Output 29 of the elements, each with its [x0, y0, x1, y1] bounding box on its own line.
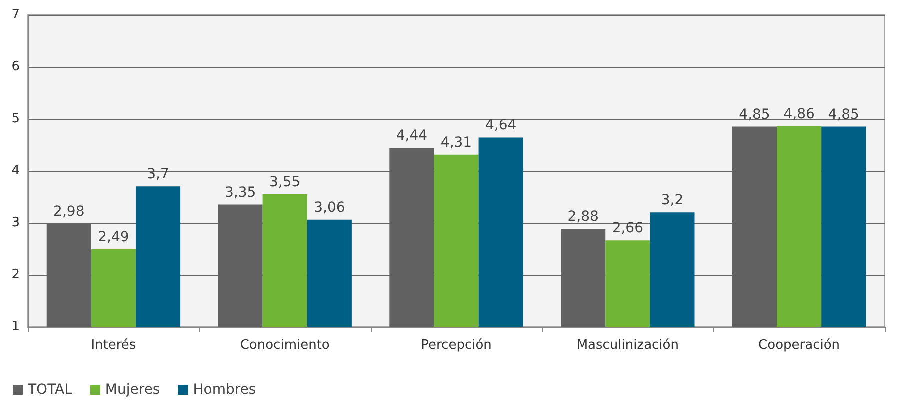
data-label: 4,64: [485, 118, 517, 134]
data-label: 3,06: [314, 200, 346, 216]
data-label: 3,2: [661, 192, 684, 209]
y-tick-label: 7: [12, 8, 20, 22]
legend-label: Mujeres: [105, 382, 160, 398]
data-label: 4,86: [784, 106, 815, 122]
data-label: 3,35: [224, 184, 256, 201]
data-label: 4,85: [739, 106, 770, 123]
data-label: 2,66: [612, 220, 644, 237]
legend-label: TOTAL: [27, 382, 73, 398]
y-tick-label: 3: [12, 216, 20, 230]
data-label: 3,55: [270, 174, 301, 190]
x-tick-label: Masculinización: [576, 338, 679, 353]
y-tick-label: 5: [12, 112, 20, 126]
x-tick-label: Interés: [91, 338, 136, 353]
data-label: 4,85: [828, 106, 860, 123]
y-tick-label: 2: [12, 268, 20, 282]
y-tick-label: 6: [12, 60, 20, 74]
x-tick-label: Conocimiento: [240, 338, 330, 353]
data-label: 2,88: [568, 209, 599, 226]
data-label: 4,31: [440, 134, 472, 151]
y-tick-label: 1: [12, 320, 20, 334]
data-label: 2,49: [98, 230, 130, 246]
legend-label: Hombres: [193, 382, 256, 398]
x-tick-label: Percepción: [421, 338, 492, 353]
data-label: 2,98: [54, 204, 85, 220]
x-tick-label: Cooperación: [758, 338, 840, 353]
y-tick-label: 4: [12, 164, 20, 178]
data-label: 4,44: [396, 128, 428, 144]
